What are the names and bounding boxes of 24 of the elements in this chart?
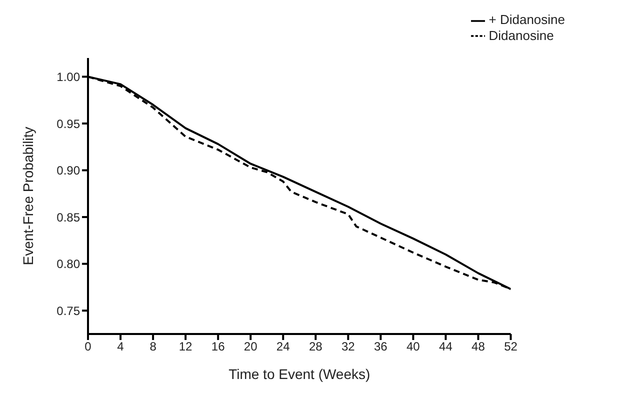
y-axis-title: Event-Free Probability	[20, 126, 36, 266]
y-tick-label: 0.80	[56, 257, 80, 272]
x-tick-label: 52	[504, 340, 518, 354]
x-tick-label: 44	[439, 340, 453, 354]
x-tick-label: 4	[117, 340, 124, 354]
x-tick-label: 40	[406, 340, 420, 354]
y-tick-label: 0.90	[56, 164, 80, 178]
x-tick-label: 36	[374, 340, 388, 354]
legend-label: + Didanosine	[488, 12, 565, 27]
y-tick-label: 0.75	[56, 304, 80, 318]
y-tick-label: 1.00	[56, 70, 80, 84]
x-tick-label: 8	[150, 340, 157, 354]
x-tick-label: 24	[276, 340, 290, 354]
y-tick-label: 0.95	[56, 116, 80, 131]
x-tick-label: 28	[308, 340, 323, 354]
x-tick-label: 32	[341, 340, 356, 354]
x-axis-title: Time to Event (Weeks)	[228, 366, 370, 382]
x-tick-label: 12	[178, 340, 193, 354]
x-tick-label: 16	[211, 340, 226, 354]
x-tick-label: 48	[472, 340, 486, 354]
legend-label: Didanosine	[488, 28, 554, 43]
x-tick-label: 0	[84, 340, 92, 354]
y-tick-label: 0.85	[56, 210, 80, 224]
x-tick-label: 20	[244, 340, 258, 354]
